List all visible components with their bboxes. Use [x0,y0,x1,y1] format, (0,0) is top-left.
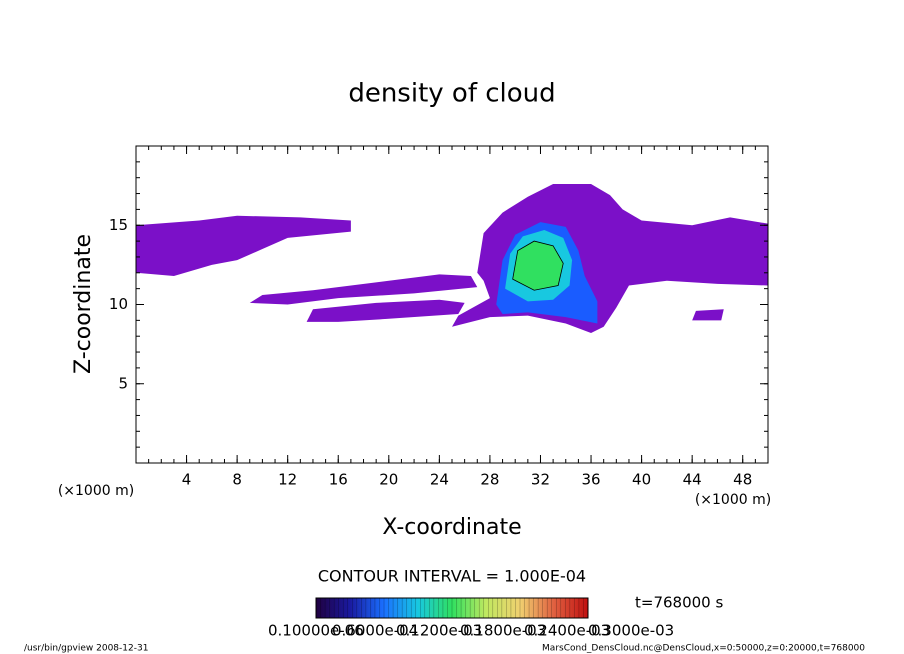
x-tick-label: 32 [531,471,550,489]
x-tick-label: 8 [232,471,242,489]
y-axis-label: Z-coordinate [71,234,96,374]
footer-left: /usr/bin/gpview 2008-12-31 [24,644,148,654]
x-tick-label: 12 [278,471,297,489]
contour-region [136,215,351,276]
x-tick-label: 16 [329,471,348,489]
colorbar-label: 0.1800e-03 [460,622,546,640]
contour-region [692,309,724,321]
x-tick-label: 44 [683,471,702,489]
colorbar-label: 0.3000e-03 [588,622,674,640]
x-axis-label: X-coordinate [382,515,521,540]
y-unit-label: (×1000 m) [58,483,134,499]
contour-region [512,240,564,291]
x-unit-label: (×1000 m) [695,492,771,508]
contour-region [306,299,465,322]
time-label: t=768000 s [635,594,723,612]
contour-interval: CONTOUR INTERVAL = 1.000E-04 [318,567,586,586]
x-tick-label: 24 [430,471,449,489]
x-tick-label: 28 [480,471,499,489]
colorbar-label: 0.10000e-06 [268,622,364,640]
footer-right: MarsCond_DensCloud.nc@DensCloud,x=0:5000… [542,644,865,654]
x-tick-label: 4 [182,471,192,489]
y-tick-label: 5 [118,374,128,392]
x-tick-label: 20 [379,471,398,489]
x-tick-label: 48 [733,471,752,489]
y-tick-label: 15 [109,216,128,234]
x-tick-label: 40 [632,471,651,489]
colorbar-label: 0.6000e-04 [332,622,418,640]
contour-region [249,274,478,305]
colorbar-label: 0.2400e-03 [524,622,610,640]
x-tick-label: 36 [581,471,600,489]
chart-title: density of cloud [348,79,555,109]
colorbar-label: 0.1200e-03 [396,622,482,640]
y-tick-label: 10 [109,295,128,313]
